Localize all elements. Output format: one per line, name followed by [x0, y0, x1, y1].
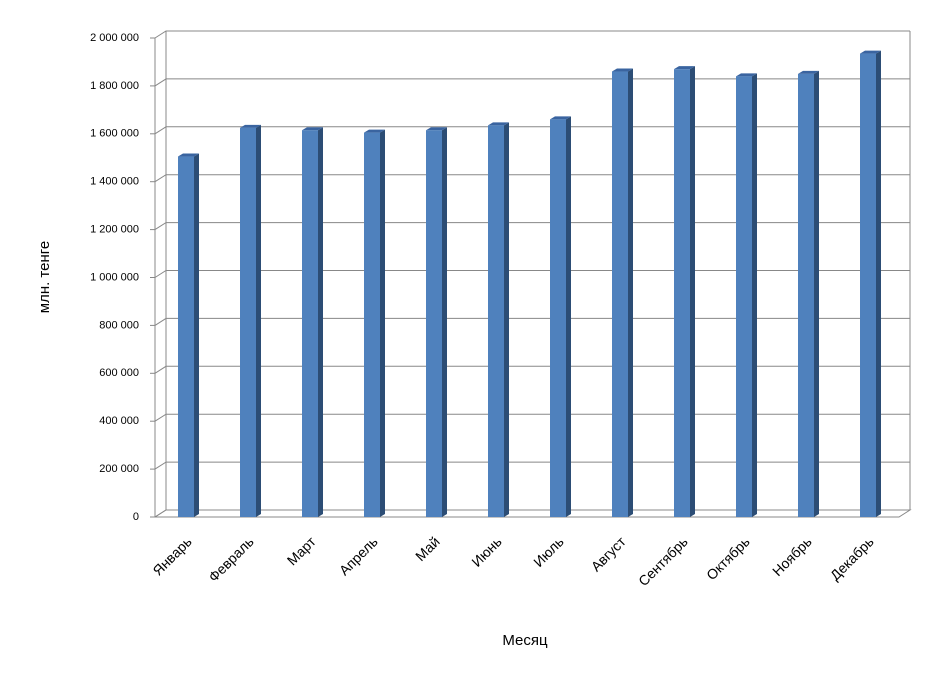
y-tick-label: 1 400 000 [90, 176, 139, 188]
x-tick-label: Февраль [205, 533, 257, 585]
y-tick-label: 600 000 [99, 367, 139, 379]
y-axis-title: млн. тенге [36, 241, 53, 314]
x-tick-label: Июнь [468, 533, 504, 569]
bar [364, 129, 385, 518]
x-tick-label: Октябрь [703, 533, 753, 583]
bar [426, 127, 447, 518]
grid-line [154, 270, 910, 278]
y-tick-label: 0 [133, 511, 139, 523]
bar [302, 127, 323, 518]
x-tick-label: Декабрь [827, 533, 877, 583]
bar [860, 50, 881, 517]
y-tick-label: 1 000 000 [90, 271, 139, 283]
y-tick-label: 1 200 000 [90, 224, 139, 236]
y-tick-label: 800 000 [99, 319, 139, 331]
bar [488, 122, 509, 517]
bar [550, 116, 571, 518]
grid-line [154, 461, 910, 470]
x-tick-label: Апрель [336, 533, 381, 578]
y-tick-label: 400 000 [99, 415, 139, 427]
bar [240, 124, 261, 517]
x-tick-label: Сентябрь [635, 533, 691, 589]
grid-line [154, 317, 910, 326]
grid-line [154, 413, 910, 422]
y-tick-label: 2 000 000 [90, 32, 139, 44]
x-tick-label: Август [588, 533, 630, 575]
x-tick-label: Март [284, 533, 319, 568]
grid-line [154, 126, 910, 135]
bar [612, 68, 633, 517]
x-axis-title: Месяц [502, 632, 548, 649]
grid-line [154, 30, 910, 39]
x-tick-label: Январь [149, 533, 194, 578]
x-tick-label: Июль [530, 533, 567, 570]
x-tick-label: Ноябрь [769, 533, 815, 579]
bar [798, 70, 819, 518]
grid-line [154, 78, 910, 87]
y-tick-label: 1 600 000 [90, 128, 139, 140]
grid-line [154, 365, 910, 374]
grid-line [154, 174, 910, 183]
bar [674, 66, 695, 517]
grid-line [154, 509, 910, 518]
bar [736, 73, 757, 517]
y-tick-label: 200 000 [99, 463, 139, 475]
x-tick-label: Май [412, 533, 443, 564]
y-tick-label: 1 800 000 [90, 80, 139, 92]
grid-line [154, 222, 910, 231]
bar [178, 153, 199, 518]
floor [153, 509, 912, 518]
